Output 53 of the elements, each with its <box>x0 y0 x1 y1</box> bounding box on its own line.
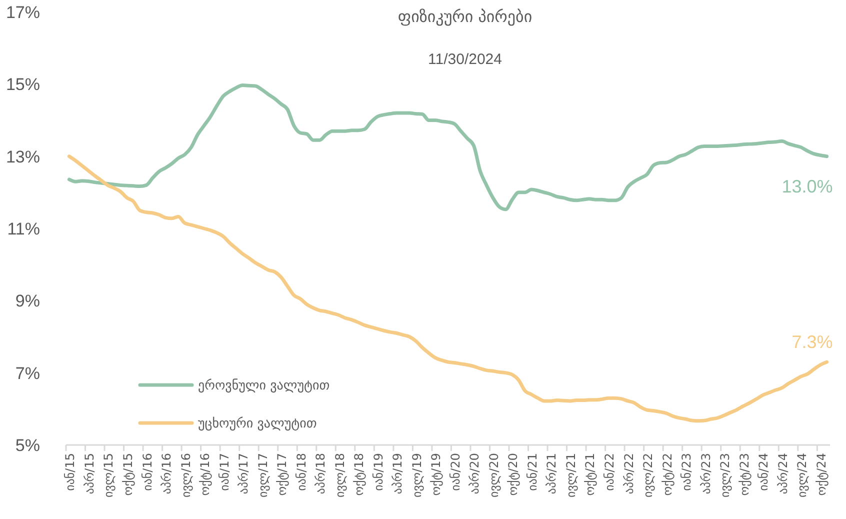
y-tick-label: 17% <box>6 2 40 22</box>
x-tick-label: ივლ/16 <box>178 453 193 498</box>
x-tick-label: აპრ/21 <box>544 453 559 494</box>
y-tick-label: 11% <box>7 219 40 238</box>
x-tick-label: აპრ/23 <box>698 453 713 494</box>
y-tick-label: 7% <box>15 364 40 383</box>
x-tick-label: ივლ/18 <box>332 453 347 498</box>
x-tick-label: იან/16 <box>140 453 154 491</box>
x-tick-label: აპრ/19 <box>390 453 405 494</box>
x-tick-label: ივლ/21 <box>564 453 578 498</box>
x-tick-label: ოქტ/20 <box>506 453 520 496</box>
x-tick-label: ივლ/20 <box>486 453 501 498</box>
y-tick-label: 15% <box>6 75 40 94</box>
x-tick-label: ოქტ/15 <box>120 453 135 496</box>
legend-label: ეროვნული ვალუტით <box>198 378 330 394</box>
x-tick-label: ივლ/15 <box>102 453 116 498</box>
x-tick-label: ოქტ/18 <box>352 453 366 496</box>
y-tick-label: 13% <box>6 147 40 166</box>
x-tick-label: იან/17 <box>217 453 232 491</box>
x-tick-label: ოქტ/21 <box>583 453 598 496</box>
x-tick-label: ოქტ/16 <box>198 453 212 496</box>
x-tick-label: იან/22 <box>602 453 617 491</box>
x-tick-label: ივლ/19 <box>410 453 424 498</box>
x-tick-label: იან/24 <box>756 453 771 491</box>
x-tick-label: აპრ/20 <box>468 453 482 494</box>
data-label: 13.0% <box>782 176 833 196</box>
text: 11/30/2024 <box>428 51 502 68</box>
x-tick-label: ივლ/22 <box>641 453 656 498</box>
x-tick-label: იან/21 <box>525 453 540 491</box>
y-tick-label: 5% <box>15 436 40 455</box>
x-tick-label: აპრ/16 <box>160 453 174 494</box>
x-tick-label: იან/20 <box>448 453 462 491</box>
x-tick-label: ოქტ/17 <box>275 453 290 496</box>
x-tick-label: იან/15 <box>63 453 78 491</box>
x-tick-label: ივლ/17 <box>256 453 270 498</box>
x-tick-label: აპრ/22 <box>622 453 636 494</box>
chart-title: ფიზიკური პირები <box>398 7 532 26</box>
x-tick-label: ოქტ/23 <box>737 453 752 496</box>
x-tick-label: აპრ/24 <box>776 453 790 494</box>
x-tick-label: იან/18 <box>294 453 308 491</box>
x-tick-label: იან/19 <box>371 453 386 491</box>
x-tick-label: ოქტ/24 <box>814 453 828 496</box>
x-tick-label: აპრ/15 <box>82 453 96 494</box>
x-tick-label: ივლ/23 <box>718 453 732 498</box>
x-tick-label: ოქტ/22 <box>660 453 674 496</box>
x-tick-label: ოქტ/19 <box>429 453 444 496</box>
legend-label: უცხოური ვალუტით <box>198 416 317 432</box>
data-label: 7.3% <box>792 332 833 352</box>
x-tick-label: აპრ/18 <box>314 453 328 494</box>
x-tick-label: ივლ/24 <box>795 453 810 498</box>
y-tick-label: 9% <box>15 292 40 311</box>
x-tick-label: აპრ/17 <box>236 453 251 494</box>
x-tick-label: იან/23 <box>680 453 694 491</box>
